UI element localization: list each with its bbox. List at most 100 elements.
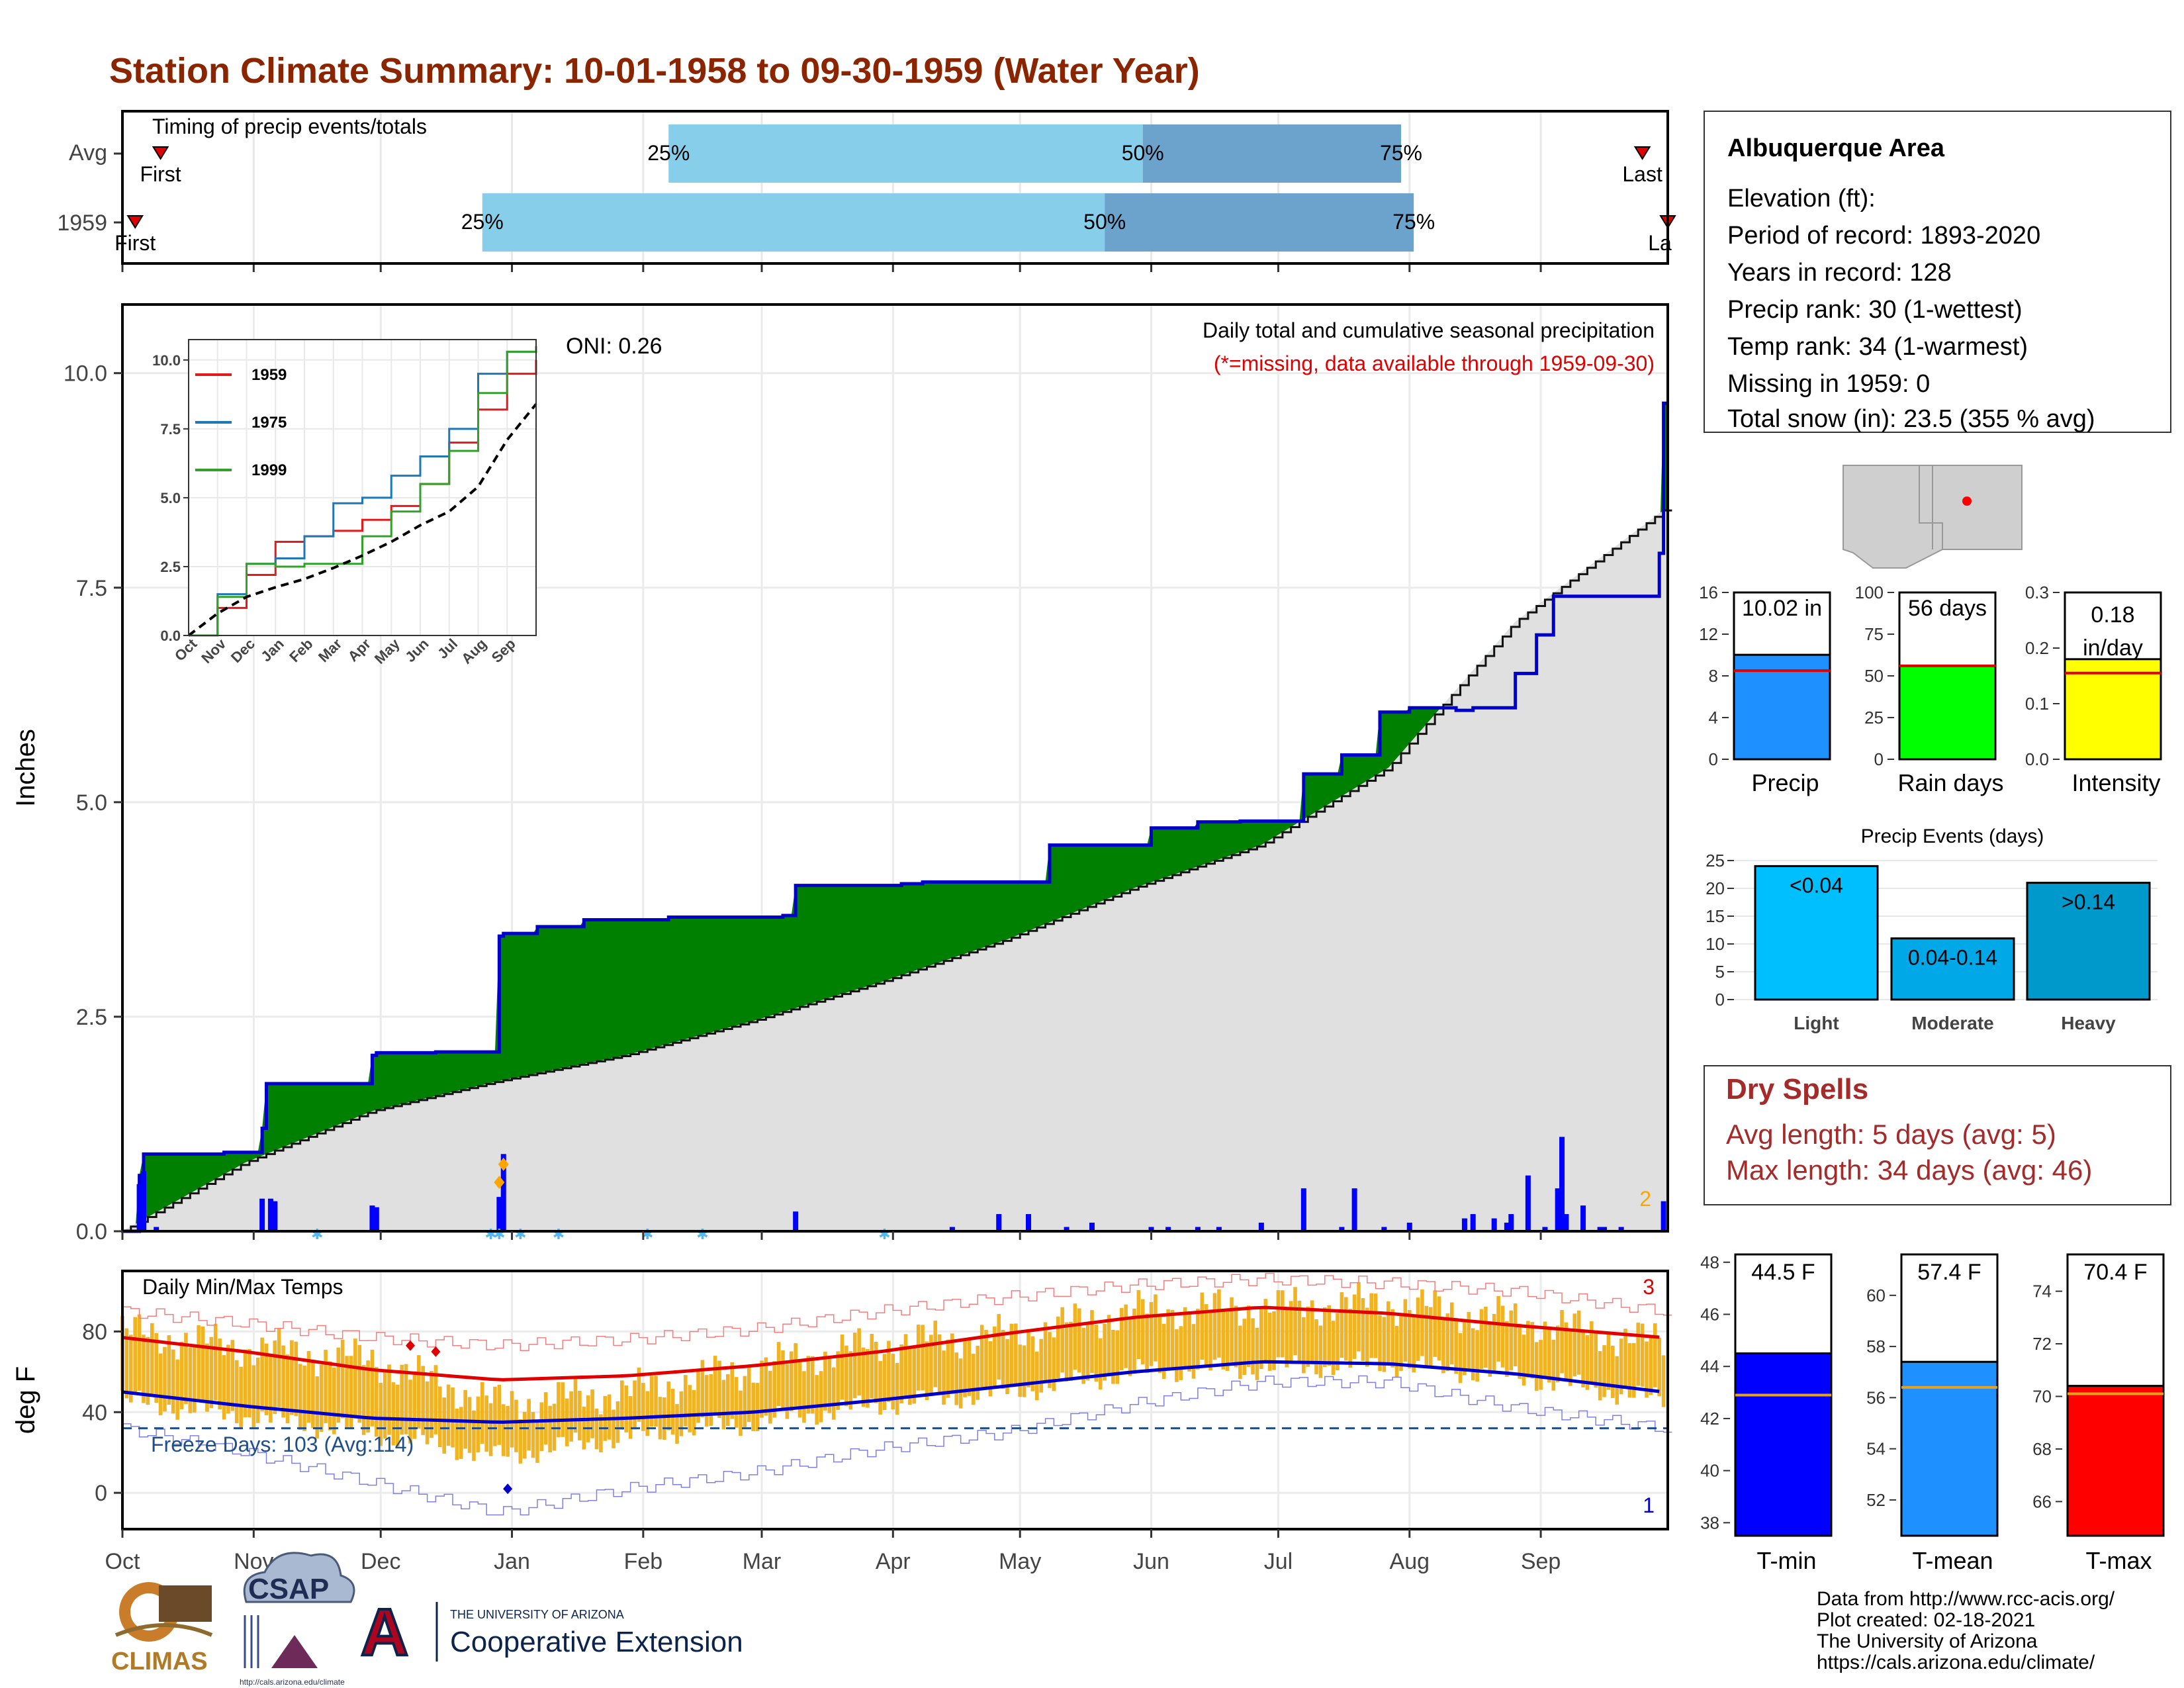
daily-precip-bar <box>1258 1223 1264 1231</box>
temp-bar-ytick-label: 48 <box>1700 1252 1719 1272</box>
precip-event-bar <box>1890 937 2015 1001</box>
daily-precip-bar <box>1563 1214 1569 1231</box>
daily-temp-bar <box>1564 1322 1569 1382</box>
daily-temp-bar <box>514 1399 518 1452</box>
events-ytick-label: 25 <box>1706 851 1725 870</box>
daily-temp-bar <box>493 1386 497 1446</box>
daily-temp-bar <box>972 1354 976 1405</box>
daily-temp-bar <box>218 1338 222 1410</box>
daily-temp-bar <box>1606 1332 1611 1390</box>
daily-temp-bar <box>463 1389 467 1449</box>
daily-temp-bar <box>1272 1311 1276 1370</box>
station-line-snow: Total snow (in): 23.5 (355 % avg) <box>1727 405 2095 433</box>
temp-bar-ytick-label: 44 <box>1700 1356 1719 1376</box>
daily-temp-bar <box>1048 1332 1052 1388</box>
temp-ytick-label: 0 <box>95 1481 107 1506</box>
daily-temp-bar <box>522 1411 527 1459</box>
daily-precip-bar <box>369 1205 375 1231</box>
daily-temp-bar <box>1170 1309 1175 1371</box>
daily-temp-bar <box>535 1421 539 1463</box>
temp-bar-label: T-mean <box>1912 1547 1993 1574</box>
daily-temp-bar <box>1403 1299 1408 1362</box>
ua-small-text: THE UNIVERSITY OF ARIZONA <box>450 1608 624 1621</box>
daily-temp-bar <box>260 1337 264 1412</box>
daily-temp-bar <box>230 1340 235 1411</box>
daily-temp-bar <box>340 1339 345 1419</box>
daily-temp-bar <box>1399 1315 1403 1371</box>
daily-temp-bar <box>662 1397 666 1440</box>
daily-temp-bar <box>1327 1305 1332 1366</box>
temp-bar-value: 44.5 F <box>1751 1260 1815 1285</box>
daily-temp-bar <box>645 1391 650 1436</box>
daily-temp-bar <box>1530 1322 1535 1379</box>
summary-bars: 0 4 8 12 16 10.02 in Precip 0 25 50 75 100 56 days Ra… <box>1699 583 2162 796</box>
daily-precip-bar <box>1559 1137 1565 1231</box>
daily-temp-bar <box>908 1348 912 1405</box>
daily-temp-bar <box>734 1377 739 1428</box>
inset-ytick-label: 2.5 <box>160 559 181 575</box>
daily-temp-bar <box>1115 1330 1120 1384</box>
inset-ytick-label: 10.0 <box>152 352 181 369</box>
locator-map <box>1840 462 2025 571</box>
daily-temp-bar <box>1026 1329 1030 1387</box>
daily-temp-bar <box>641 1383 645 1431</box>
snow-marker: ✱ <box>311 1226 323 1243</box>
oni-label: ONI: 0.26 <box>566 334 662 359</box>
month-axis-label: Dec <box>361 1549 400 1574</box>
daily-temp-bar <box>921 1325 925 1391</box>
daily-temp-bar <box>916 1325 921 1391</box>
snow-marker: ✱ <box>878 1226 890 1243</box>
daily-temp-bar <box>933 1321 938 1387</box>
daily-temp-bar <box>882 1354 887 1411</box>
daily-temp-bar <box>1623 1329 1627 1389</box>
daily-temp-bar <box>1039 1338 1044 1393</box>
daily-temp-bar <box>1560 1310 1564 1374</box>
daily-temp-bar <box>899 1344 903 1404</box>
daily-temp-bar <box>684 1375 688 1427</box>
daily-temp-bar <box>361 1365 366 1435</box>
summary-bar-ytick-label: 100 <box>1855 583 1884 602</box>
daily-temp-bar <box>1175 1329 1179 1382</box>
daily-temp-bar <box>870 1333 874 1399</box>
daily-temp-bar <box>1166 1309 1170 1370</box>
inset-legend-label: 1959 <box>251 366 287 384</box>
daily-precip-bar <box>272 1201 278 1231</box>
daily-temp-bar <box>696 1369 700 1423</box>
station-line-years: Years in record: 128 <box>1727 259 1952 287</box>
daily-temp-bar <box>264 1343 269 1415</box>
daily-temp-bar <box>370 1350 375 1427</box>
daily-temp-bar <box>400 1364 404 1435</box>
cumulative-surplus-area <box>122 403 1668 1231</box>
station-line-missing: Missing in 1959: 0 <box>1727 370 1930 398</box>
daily-temp-bar <box>1158 1313 1162 1374</box>
daily-temp-bar <box>1060 1307 1064 1373</box>
timing-row-avg-label: Avg <box>69 140 107 165</box>
last-event-marker <box>1633 146 1651 160</box>
daily-temp-bar <box>1005 1338 1009 1394</box>
daily-precip-bar <box>136 1184 142 1231</box>
daily-temp-bar <box>819 1371 823 1423</box>
footer-line-1: Data from http://www.rcc-acis.org/ <box>1817 1588 2115 1610</box>
month-axis-label: Jul <box>1264 1549 1293 1574</box>
daily-temp-bar <box>408 1380 412 1444</box>
daily-temp-bar <box>810 1356 815 1414</box>
daily-temp-bar <box>1649 1336 1653 1395</box>
daily-temp-bar <box>976 1346 980 1400</box>
station-line-temp-rank: Temp rank: 34 (1-warmest) <box>1727 333 2028 361</box>
month-axis-label: Aug <box>1390 1549 1430 1574</box>
daily-precip-bar <box>1195 1227 1201 1231</box>
daily-temp-bar <box>1632 1342 1636 1398</box>
daily-temp-bar <box>243 1349 248 1418</box>
events-ytick-label: 15 <box>1706 906 1725 926</box>
daily-temp-bar <box>1030 1336 1035 1391</box>
daily-temp-bar <box>442 1397 446 1454</box>
daily-temp-bar <box>1069 1321 1073 1382</box>
daily-temp-bar <box>1149 1301 1154 1366</box>
daily-temp-bar <box>573 1377 578 1433</box>
daily-precip-bar <box>1461 1218 1467 1231</box>
daily-precip-bar <box>1351 1188 1357 1231</box>
daily-precip-bar <box>1339 1227 1345 1231</box>
daily-temp-bar <box>557 1382 561 1438</box>
daily-temp-bar <box>1569 1330 1572 1386</box>
daily-temp-bar <box>1611 1345 1615 1398</box>
